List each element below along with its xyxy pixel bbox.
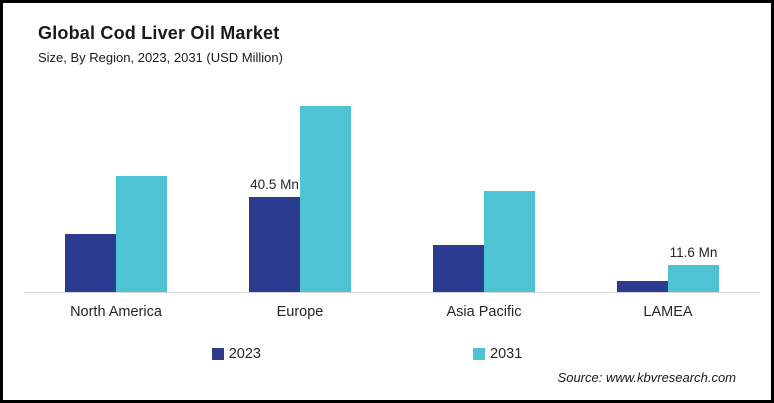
x-axis-label: LAMEA: [643, 304, 693, 320]
bar-slot: [617, 97, 668, 292]
bar-2023: [617, 280, 668, 292]
bar-group-europe: 40.5 Mn: [208, 97, 392, 292]
bar-2031: [668, 264, 719, 292]
x-axis-label: Europe: [276, 304, 324, 320]
bar-slot: [484, 97, 535, 292]
legend-swatch-2031-icon: [473, 348, 485, 360]
legend-label-2023: 2023: [228, 346, 261, 362]
legend-label-2031: 2031: [490, 346, 523, 362]
bar-value-label: 11.6 Mn: [669, 244, 718, 260]
bar-group-north-america: [24, 97, 208, 292]
bar-2031: [484, 190, 535, 292]
bar-slot: [300, 97, 351, 292]
bar-slot: [116, 97, 167, 292]
bar-2023: [65, 234, 116, 292]
bar-value-label: 40.5 Mn: [250, 176, 299, 192]
bar-slot: 11.6 Mn: [668, 97, 719, 292]
legend-swatch-2023-icon: [211, 348, 224, 360]
legend-item-2023: 2023: [211, 346, 261, 362]
bar-slot: [433, 97, 484, 292]
legend-item-2031: 2031: [473, 346, 522, 362]
bar-2031: [300, 106, 351, 292]
chart-subtitle: Size, By Region, 2023, 2031 (USD Million…: [38, 50, 283, 65]
bar-group-lamea: 11.6 Mn: [576, 97, 760, 292]
x-axis-label: Asia Pacific: [446, 304, 522, 320]
x-axis-labels: North America Europe Asia Pacific LAMEA: [24, 304, 760, 320]
bar-slot: [65, 97, 116, 292]
bar-2023: [249, 196, 300, 292]
chart-plot: 40.5 Mn 11.6 Mn: [24, 97, 760, 293]
bar-group-asia-pacific: [392, 97, 576, 292]
bar-slot: 40.5 Mn: [249, 97, 300, 292]
x-axis-label: North America: [70, 304, 162, 320]
chart-legend: 2023 2031: [3, 346, 731, 362]
bar-2031: [116, 175, 167, 292]
source-credit: Source: www.kbvresearch.com: [557, 370, 736, 385]
chart-title: Global Cod Liver Oil Market: [38, 23, 280, 43]
bar-2023: [433, 245, 484, 292]
